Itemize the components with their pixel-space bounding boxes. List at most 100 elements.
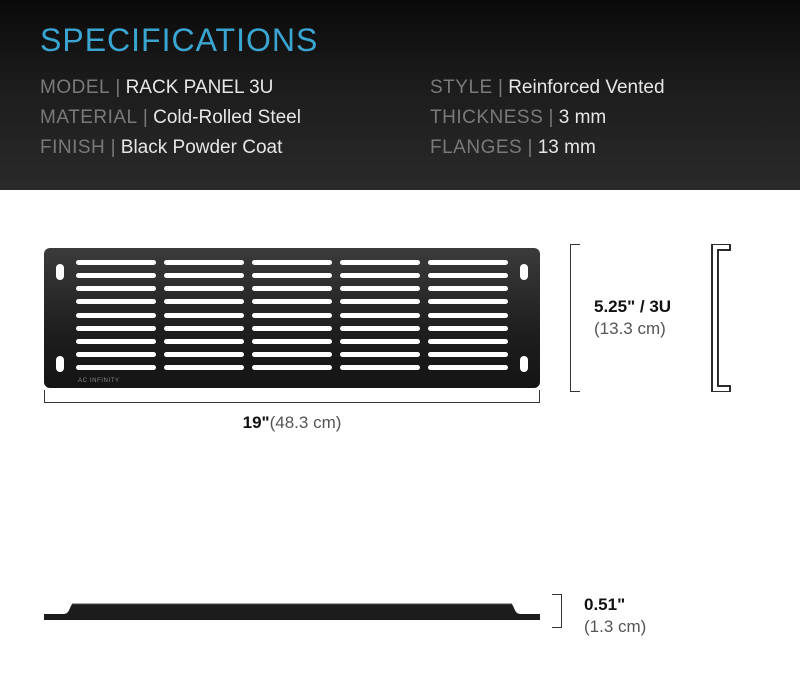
side-profile-icon <box>710 244 734 392</box>
spec-header: SPECIFICATIONS MODEL | RACK PANEL 3U MAT… <box>0 0 800 190</box>
vent-slot <box>164 313 244 318</box>
vent-slot <box>428 352 508 357</box>
vent-slot <box>76 339 156 344</box>
panel-top-profile <box>44 600 540 624</box>
vent-slot <box>76 313 156 318</box>
vent-slot <box>252 339 332 344</box>
spec-label: STYLE <box>430 77 493 98</box>
vent-slot <box>252 299 332 304</box>
depth-label: 0.51" (1.3 cm) <box>584 594 646 638</box>
vent-slot <box>340 339 420 344</box>
spec-row: THICKNESS | 3 mm <box>430 103 760 133</box>
dim-primary: 19" <box>243 413 270 432</box>
vent-slot <box>164 273 244 278</box>
mount-hole-icon <box>520 356 528 372</box>
spec-row: MODEL | RACK PANEL 3U <box>40 73 370 103</box>
vent-slot <box>76 299 156 304</box>
vent-slot <box>164 326 244 331</box>
spec-label: FINISH <box>40 137 105 158</box>
vent-slot <box>428 273 508 278</box>
panel-front-view: AC INFINITY <box>44 248 540 388</box>
spec-value: RACK PANEL 3U <box>126 77 274 98</box>
spec-sep: | <box>111 137 121 158</box>
vent-slot <box>252 313 332 318</box>
dim-primary: 0.51" <box>584 595 625 614</box>
vent-slot <box>164 299 244 304</box>
vent-slot <box>340 286 420 291</box>
vent-slot <box>76 365 156 370</box>
dim-primary: 5.25" / 3U <box>594 297 671 316</box>
depth-dimension-line <box>552 594 562 628</box>
spec-title: SPECIFICATIONS <box>40 22 760 59</box>
vent-slot <box>428 313 508 318</box>
vent-slot <box>340 313 420 318</box>
vent-slot <box>252 326 332 331</box>
vent-slot <box>428 326 508 331</box>
dim-secondary: (13.3 cm) <box>594 319 666 338</box>
mount-hole-icon <box>56 356 64 372</box>
spec-sep: | <box>115 77 125 98</box>
vent-slot <box>340 273 420 278</box>
spec-sep: | <box>143 107 153 128</box>
vent-slot <box>340 326 420 331</box>
vent-column <box>340 260 420 370</box>
vent-slot <box>252 352 332 357</box>
panel-brand-label: AC INFINITY <box>78 378 120 384</box>
vent-slot <box>76 286 156 291</box>
spec-value: Reinforced Vented <box>508 77 664 98</box>
vent-slot <box>252 365 332 370</box>
spec-col-right: STYLE | Reinforced Vented THICKNESS | 3 … <box>430 73 760 163</box>
dim-secondary: (1.3 cm) <box>584 617 646 636</box>
height-dimension: 5.25" / 3U (13.3 cm) <box>570 244 671 392</box>
spec-value: Black Powder Coat <box>121 137 283 158</box>
spec-value: 13 mm <box>538 137 596 158</box>
spec-value: Cold-Rolled Steel <box>153 107 301 128</box>
spec-row: FLANGES | 13 mm <box>430 133 760 163</box>
vent-column <box>164 260 244 370</box>
vent-slot <box>164 286 244 291</box>
panel-side-profile <box>710 244 734 392</box>
vent-slot <box>164 260 244 265</box>
vent-slot <box>428 299 508 304</box>
mount-hole-icon <box>56 264 64 280</box>
spec-row: STYLE | Reinforced Vented <box>430 73 760 103</box>
vent-slot <box>164 339 244 344</box>
height-label: 5.25" / 3U (13.3 cm) <box>594 296 671 340</box>
vent-slot <box>164 352 244 357</box>
spec-label: THICKNESS <box>430 107 543 128</box>
vent-slot <box>76 273 156 278</box>
vent-slot <box>164 365 244 370</box>
spec-sep: | <box>549 107 559 128</box>
mount-hole-icon <box>520 264 528 280</box>
vent-slot <box>428 286 508 291</box>
vent-grid <box>76 260 508 370</box>
vent-slot <box>252 286 332 291</box>
spec-col-left: MODEL | RACK PANEL 3U MATERIAL | Cold-Ro… <box>40 73 370 163</box>
vent-slot <box>340 352 420 357</box>
spec-row: MATERIAL | Cold-Rolled Steel <box>40 103 370 133</box>
spec-grid: MODEL | RACK PANEL 3U MATERIAL | Cold-Ro… <box>40 73 760 163</box>
vent-column <box>76 260 156 370</box>
vent-column <box>428 260 508 370</box>
vent-slot <box>252 273 332 278</box>
vent-slot <box>428 339 508 344</box>
top-profile-icon <box>44 600 540 624</box>
spec-value: 3 mm <box>559 107 607 128</box>
vent-slot <box>428 260 508 265</box>
spec-label: MATERIAL <box>40 107 138 128</box>
spec-sep: | <box>527 137 537 158</box>
diagram-area: AC INFINITY 19"(48.3 cm) 5.25" / 3U (13.… <box>0 190 800 676</box>
vent-slot <box>76 352 156 357</box>
vent-column <box>252 260 332 370</box>
dim-secondary: (48.3 cm) <box>270 413 342 432</box>
vent-slot <box>252 260 332 265</box>
spec-row: FINISH | Black Powder Coat <box>40 133 370 163</box>
vent-slot <box>340 365 420 370</box>
vent-slot <box>76 326 156 331</box>
spec-label: FLANGES <box>430 137 522 158</box>
dimension-line <box>44 402 540 403</box>
vent-slot <box>76 260 156 265</box>
spec-sep: | <box>498 77 508 98</box>
vent-slot <box>428 365 508 370</box>
spec-label: MODEL <box>40 77 110 98</box>
